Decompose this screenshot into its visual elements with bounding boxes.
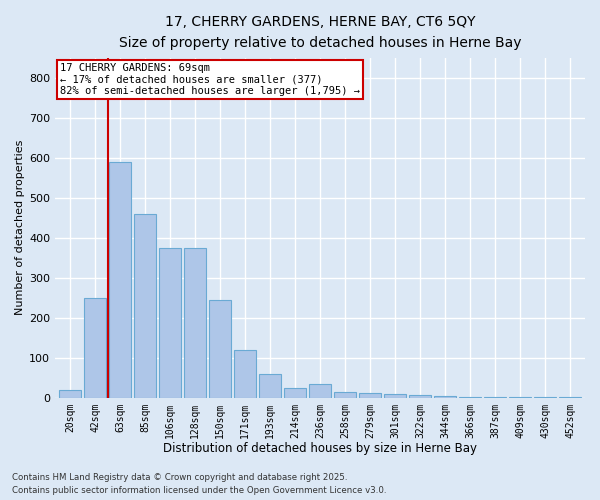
Bar	[284, 388, 307, 398]
Bar	[259, 374, 281, 398]
Title: 17, CHERRY GARDENS, HERNE BAY, CT6 5QY
Size of property relative to detached hou: 17, CHERRY GARDENS, HERNE BAY, CT6 5QY S…	[119, 15, 521, 50]
Bar	[59, 390, 82, 398]
Bar	[84, 298, 106, 398]
Bar	[334, 392, 356, 398]
Bar	[384, 394, 406, 398]
Bar	[309, 384, 331, 398]
Y-axis label: Number of detached properties: Number of detached properties	[15, 140, 25, 316]
Bar	[484, 397, 506, 398]
Bar	[459, 396, 481, 398]
Bar	[184, 248, 206, 398]
Bar	[234, 350, 256, 398]
Bar	[159, 248, 181, 398]
Text: 17 CHERRY GARDENS: 69sqm
← 17% of detached houses are smaller (377)
82% of semi-: 17 CHERRY GARDENS: 69sqm ← 17% of detach…	[60, 63, 360, 96]
Bar	[209, 300, 232, 398]
Bar	[509, 397, 531, 398]
Bar	[359, 393, 382, 398]
X-axis label: Distribution of detached houses by size in Herne Bay: Distribution of detached houses by size …	[163, 442, 477, 455]
Bar	[434, 396, 456, 398]
Text: Contains HM Land Registry data © Crown copyright and database right 2025.
Contai: Contains HM Land Registry data © Crown c…	[12, 474, 386, 495]
Bar	[409, 394, 431, 398]
Bar	[109, 162, 131, 398]
Bar	[134, 214, 157, 398]
